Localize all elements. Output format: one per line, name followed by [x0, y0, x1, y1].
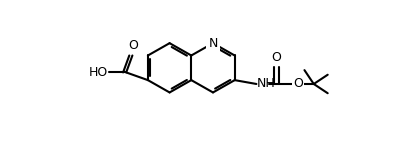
Text: O: O: [128, 39, 138, 52]
Text: O: O: [292, 78, 302, 90]
Text: N: N: [208, 37, 217, 50]
Text: HO: HO: [89, 66, 108, 79]
Text: NH: NH: [257, 78, 275, 90]
Text: O: O: [271, 51, 281, 64]
